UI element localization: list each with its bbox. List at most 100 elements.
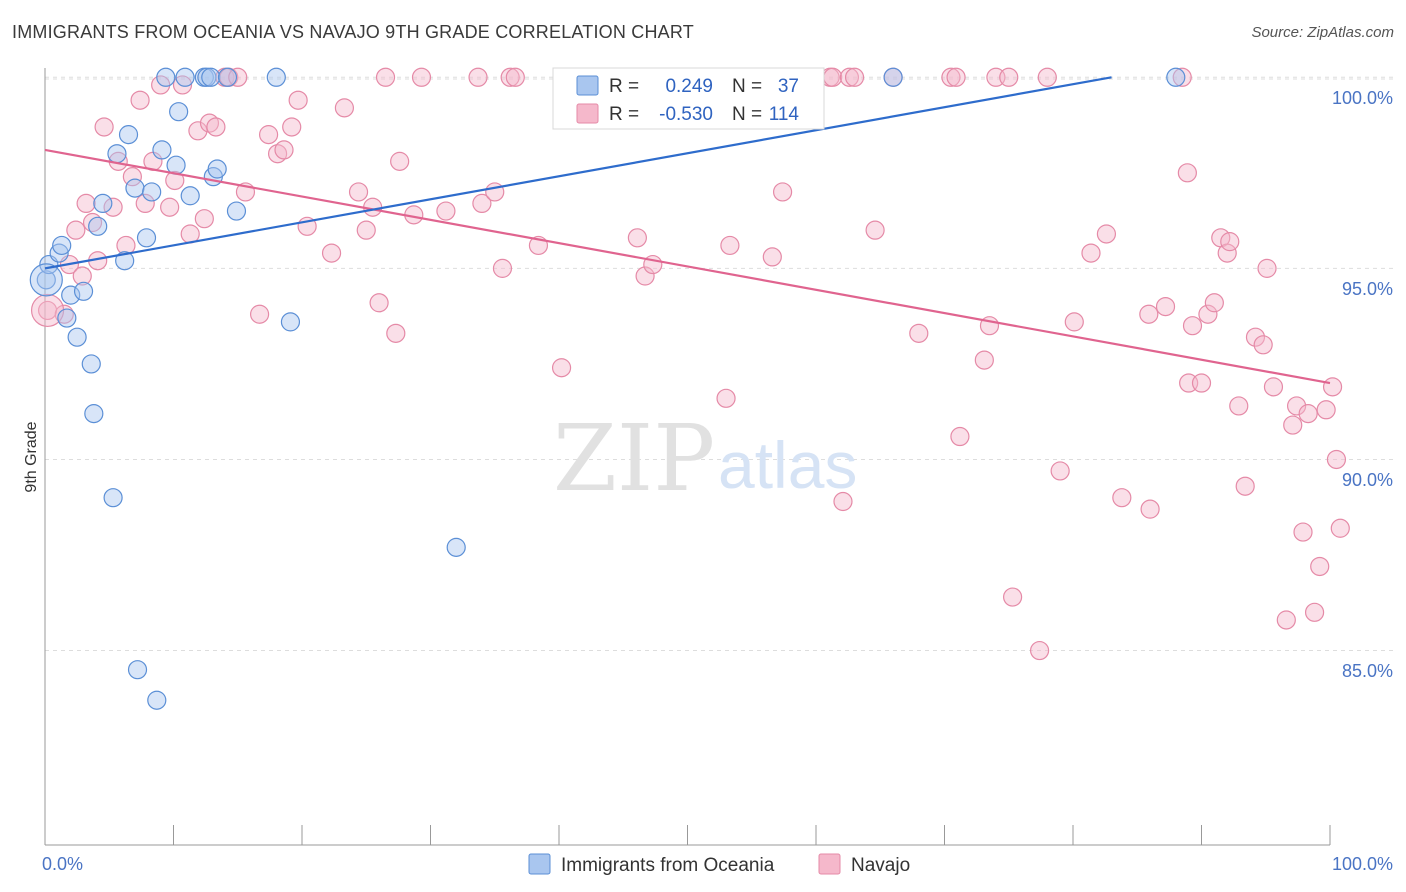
oceania-point: [280, 312, 301, 332]
y-tick-label: 95.0%: [1342, 279, 1393, 299]
navajo-point: [627, 228, 647, 248]
navajo-point: [551, 358, 572, 378]
navajo-point: [1330, 518, 1350, 538]
navajo-point: [206, 117, 226, 137]
legend-r-value: -0.530: [659, 104, 713, 125]
navajo-point: [436, 201, 456, 221]
legend-n-value: 114: [769, 104, 800, 125]
oceania-point: [136, 228, 157, 248]
navajo-point: [356, 220, 376, 240]
navajo-point: [909, 323, 929, 343]
navajo-point: [1081, 243, 1101, 263]
oceania-point: [1166, 67, 1186, 87]
oceania-point: [201, 67, 221, 87]
navajo-point: [946, 67, 966, 87]
oceania-point: [103, 488, 123, 508]
series-legend: Immigrants from Oceania Navajo: [528, 853, 910, 876]
oceania-point: [142, 182, 162, 202]
oceania-point: [84, 404, 104, 424]
oceania-trend-line: [44, 76, 1112, 270]
legend-r-value: 0.249: [665, 76, 713, 97]
navajo-point: [1204, 293, 1224, 313]
navajo-point: [135, 193, 155, 214]
oceania-point: [152, 140, 172, 160]
navajo-point: [94, 117, 114, 137]
legend-r-label: R =: [609, 76, 639, 97]
navajo-point: [1263, 377, 1284, 397]
navajo-point: [1220, 232, 1240, 252]
series-legend-swatch-navajo: [818, 853, 841, 875]
navajo-point: [1003, 587, 1023, 607]
navajo-point: [505, 67, 525, 87]
navajo-point: [334, 98, 355, 118]
navajo-point: [66, 220, 86, 240]
y-tick-label: 100.0%: [1332, 88, 1393, 108]
navajo-point: [720, 235, 740, 256]
navajo-point: [130, 90, 150, 110]
navajo-point: [865, 220, 885, 240]
navajo-point: [1139, 304, 1159, 324]
series-legend-label-oceania: Immigrants from Oceania: [561, 855, 775, 876]
oceania-point: [107, 144, 127, 164]
oceania-point-large: [29, 263, 63, 297]
navajo-point: [1316, 400, 1336, 420]
oceania-point: [226, 201, 247, 221]
navajo-point: [172, 75, 193, 95]
oceania-point: [36, 270, 56, 290]
grid-lines: [45, 76, 1395, 652]
oceania-point: [883, 67, 903, 87]
navajo-point: [1304, 602, 1325, 622]
navajo-point: [1198, 304, 1218, 324]
oceania-point: [169, 102, 189, 122]
series-legend-swatch-oceania: [528, 853, 551, 875]
navajo-point-large: [30, 293, 65, 328]
navajo-point: [160, 197, 180, 217]
navajo-point: [369, 293, 389, 313]
navajo-point: [411, 67, 432, 87]
oceania-point: [115, 251, 135, 271]
navajo-point: [762, 247, 782, 267]
navajo-points: [30, 67, 1350, 661]
navajo-point: [823, 67, 843, 87]
navajo-point: [772, 182, 793, 202]
navajo-point: [348, 182, 369, 202]
oceania-point: [118, 125, 139, 145]
oceania-point: [125, 178, 145, 198]
oceania-point: [49, 243, 69, 263]
legend-r-label: R =: [609, 104, 639, 125]
navajo-point: [1112, 488, 1132, 508]
navajo-point: [844, 67, 865, 87]
oceania-point: [175, 67, 195, 87]
navajo-point: [1029, 640, 1050, 661]
navajo-point: [122, 167, 142, 187]
navajo-point: [1155, 296, 1176, 317]
oceania-point: [57, 308, 77, 328]
navajo-point: [974, 350, 994, 370]
navajo-point: [468, 67, 488, 87]
navajo-point: [1235, 476, 1255, 496]
navajo-point: [72, 266, 92, 286]
oceania-point: [81, 354, 101, 374]
navajo-point: [282, 117, 302, 137]
navajo-point: [274, 140, 294, 160]
navajo-point: [1177, 163, 1197, 183]
oceania-point: [207, 159, 227, 179]
navajo-point: [1229, 396, 1249, 416]
navajo-point: [716, 388, 736, 408]
navajo-point: [1293, 522, 1313, 542]
oceania-point: [180, 186, 200, 206]
source-label: Source: ZipAtlas.com: [1251, 24, 1394, 41]
navajo-point: [1064, 312, 1084, 332]
oceania-points: [29, 67, 1186, 710]
navajo-point: [1276, 610, 1296, 630]
navajo-point: [1050, 461, 1070, 481]
navajo-point: [635, 266, 655, 286]
navajo-point: [1286, 396, 1307, 416]
y-tick-label: 90.0%: [1342, 470, 1393, 490]
oceania-point: [127, 660, 148, 680]
navajo-point: [375, 67, 396, 87]
navajo-point: [1245, 327, 1266, 347]
legend-swatch-oceania: [576, 75, 599, 96]
navajo-point: [228, 67, 248, 87]
